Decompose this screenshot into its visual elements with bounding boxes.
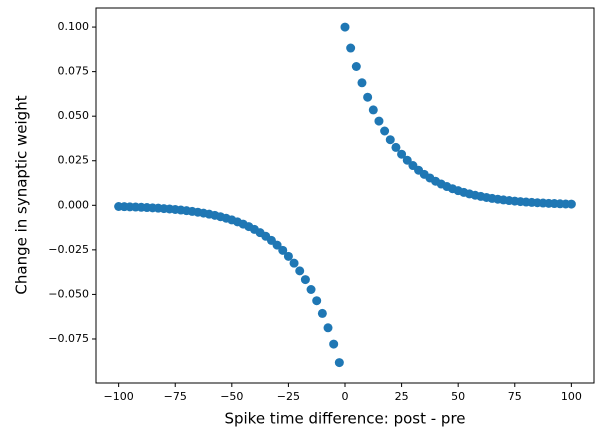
y-tick-label: −0.075 <box>48 332 89 345</box>
x-tick-label: 50 <box>451 390 465 403</box>
point <box>566 199 576 209</box>
point <box>402 155 412 165</box>
point <box>374 116 384 126</box>
point <box>368 105 378 115</box>
point <box>283 251 293 261</box>
y-tick-label: 0.000 <box>58 198 90 211</box>
x-tick-label: −100 <box>104 390 134 403</box>
y-tick-label: 0.075 <box>58 65 90 78</box>
point <box>329 339 339 349</box>
point <box>317 308 327 318</box>
point <box>391 142 401 152</box>
point <box>306 284 316 294</box>
point <box>323 323 333 333</box>
x-tick-label: 0 <box>342 390 349 403</box>
x-tick-label: 25 <box>395 390 409 403</box>
y-tick-label: 0.100 <box>58 20 90 33</box>
point <box>334 358 344 368</box>
y-tick-label: −0.025 <box>48 243 89 256</box>
x-tick-label: 100 <box>561 390 582 403</box>
y-axis-title: Change in synaptic weight <box>13 95 31 294</box>
point <box>380 126 390 136</box>
point <box>272 240 282 250</box>
point <box>363 92 373 102</box>
point <box>312 296 322 306</box>
point <box>278 245 288 255</box>
point <box>295 266 305 276</box>
x-axis-title: Spike time difference: post - pre <box>224 410 465 428</box>
point <box>351 61 361 71</box>
point <box>340 22 350 32</box>
y-tick-label: 0.050 <box>58 109 90 122</box>
point <box>300 275 310 285</box>
axes-frame <box>95 7 595 384</box>
x-tick-label: −25 <box>277 390 300 403</box>
x-tick-label: 75 <box>508 390 522 403</box>
x-tick-label: −75 <box>164 390 187 403</box>
x-tick-label: −50 <box>220 390 243 403</box>
point <box>397 149 407 159</box>
point <box>289 258 299 268</box>
point <box>346 43 356 53</box>
y-tick-label: −0.050 <box>48 287 89 300</box>
y-tick-label: 0.025 <box>58 154 90 167</box>
point <box>357 78 367 88</box>
point <box>385 135 395 145</box>
